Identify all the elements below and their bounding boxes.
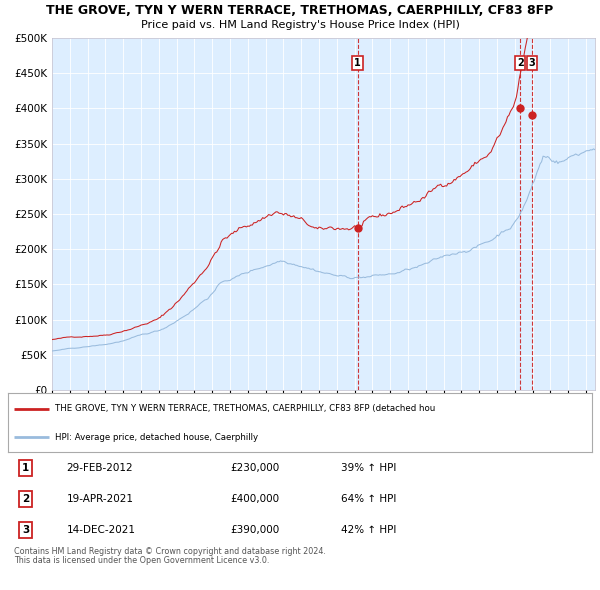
Text: Price paid vs. HM Land Registry's House Price Index (HPI): Price paid vs. HM Land Registry's House … xyxy=(140,20,460,30)
Text: 42% ↑ HPI: 42% ↑ HPI xyxy=(341,525,396,535)
Text: £230,000: £230,000 xyxy=(230,463,279,473)
Text: 1: 1 xyxy=(354,58,361,68)
Text: Contains HM Land Registry data © Crown copyright and database right 2024.: Contains HM Land Registry data © Crown c… xyxy=(14,548,326,556)
Text: 64% ↑ HPI: 64% ↑ HPI xyxy=(341,494,396,504)
Text: HPI: Average price, detached house, Caerphilly: HPI: Average price, detached house, Caer… xyxy=(55,432,258,442)
Text: 2: 2 xyxy=(517,58,524,68)
Text: 29-FEB-2012: 29-FEB-2012 xyxy=(67,463,133,473)
Text: 19-APR-2021: 19-APR-2021 xyxy=(67,494,133,504)
Text: £390,000: £390,000 xyxy=(230,525,279,535)
Text: 3: 3 xyxy=(529,58,535,68)
Text: 1: 1 xyxy=(22,463,29,473)
Text: 39% ↑ HPI: 39% ↑ HPI xyxy=(341,463,396,473)
Text: THE GROVE, TYN Y WERN TERRACE, TRETHOMAS, CAERPHILLY, CF83 8FP (detached hou: THE GROVE, TYN Y WERN TERRACE, TRETHOMAS… xyxy=(55,404,435,414)
Text: THE GROVE, TYN Y WERN TERRACE, TRETHOMAS, CAERPHILLY, CF83 8FP: THE GROVE, TYN Y WERN TERRACE, TRETHOMAS… xyxy=(46,4,554,17)
Text: 14-DEC-2021: 14-DEC-2021 xyxy=(67,525,136,535)
Text: 3: 3 xyxy=(22,525,29,535)
Text: 2: 2 xyxy=(22,494,29,504)
Text: £400,000: £400,000 xyxy=(230,494,279,504)
Text: This data is licensed under the Open Government Licence v3.0.: This data is licensed under the Open Gov… xyxy=(14,556,269,565)
